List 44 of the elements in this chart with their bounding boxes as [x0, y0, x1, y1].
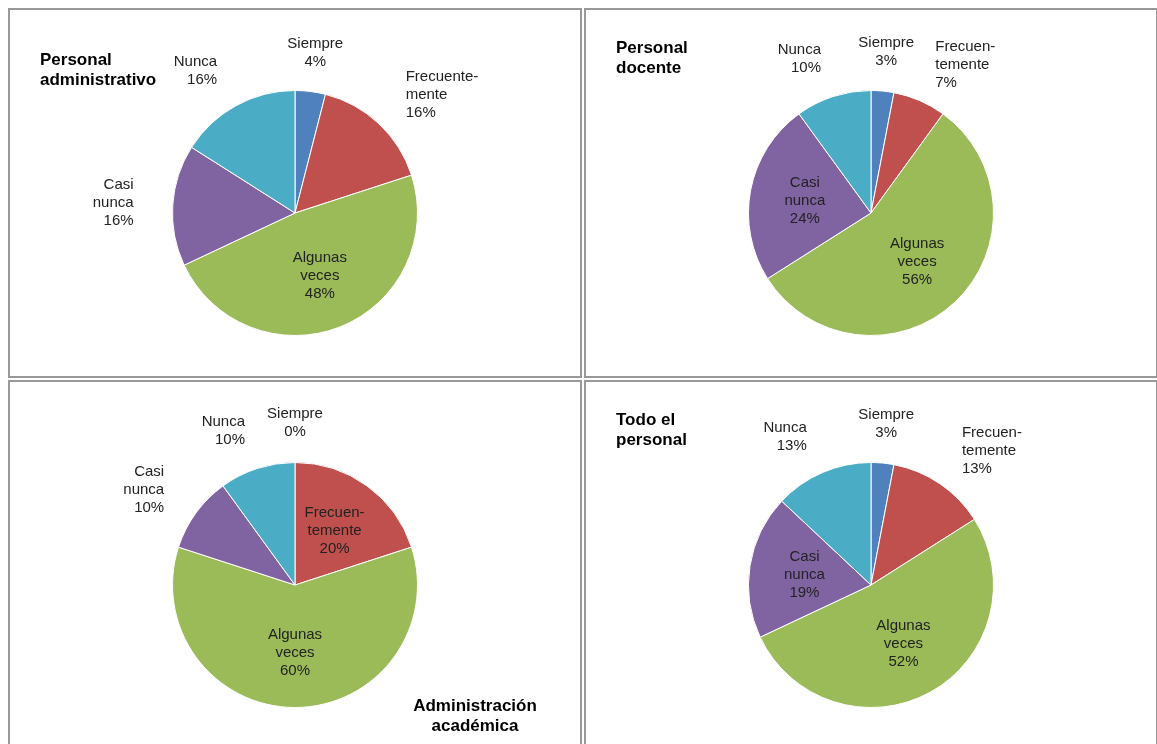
data-label: 10%	[791, 58, 822, 76]
slice-label: Algunas veces	[890, 234, 945, 270]
data-label: 48%	[304, 283, 335, 301]
data-label: 20%	[319, 538, 350, 556]
text: Personal docente	[616, 38, 689, 78]
slice-label: Algunas veces	[267, 624, 323, 660]
data-label: 52%	[888, 652, 919, 670]
slice-label: Nunca	[763, 417, 808, 435]
data-label: 56%	[902, 270, 933, 288]
data-label: 10%	[215, 430, 246, 448]
slice-label: Frecuen-temente	[935, 36, 996, 72]
slice-label: Nunca	[173, 52, 218, 70]
slice-label: Casi nunca	[784, 546, 826, 582]
data-label: 13%	[961, 459, 992, 477]
slice-label: Frecuen-temente	[961, 423, 1022, 459]
slice-label: Siempre	[858, 33, 915, 51]
category-label: Siempre	[267, 404, 323, 422]
slice-label: Frecuen-temente	[304, 502, 365, 538]
data-label: 16%	[103, 210, 134, 228]
data-label: 10%	[134, 498, 165, 516]
data-label: 24%	[789, 208, 820, 226]
data-label: 16%	[405, 103, 436, 121]
text: Todo el personal	[616, 410, 688, 450]
data-label: 4%	[304, 51, 327, 69]
data-label: 16%	[187, 70, 218, 88]
text: 0%	[284, 422, 306, 440]
slice-label: Casi nunca	[784, 172, 826, 208]
slice-label: Casi nunca	[92, 174, 135, 210]
data-label: 3%	[875, 423, 898, 441]
slice-label: Nunca	[777, 40, 822, 58]
data-label: 13%	[776, 435, 807, 453]
slice-label: Siempre	[858, 405, 915, 423]
data-label: 3%	[875, 51, 898, 69]
data-label: 7%	[935, 72, 957, 90]
data-label: 19%	[789, 582, 820, 600]
slice-label: Casi nunca	[123, 462, 165, 498]
slice-label: Algunas veces	[292, 247, 347, 283]
data-label: 60%	[279, 660, 311, 678]
text: Administración académica	[412, 696, 538, 736]
text: Personal administrativo	[40, 50, 157, 89]
slice-label: Frecuente-mente	[405, 67, 479, 103]
slice-label: Siempre	[287, 33, 344, 51]
slice-label: Nunca	[201, 412, 246, 430]
slice-label: Algunas veces	[876, 616, 931, 652]
